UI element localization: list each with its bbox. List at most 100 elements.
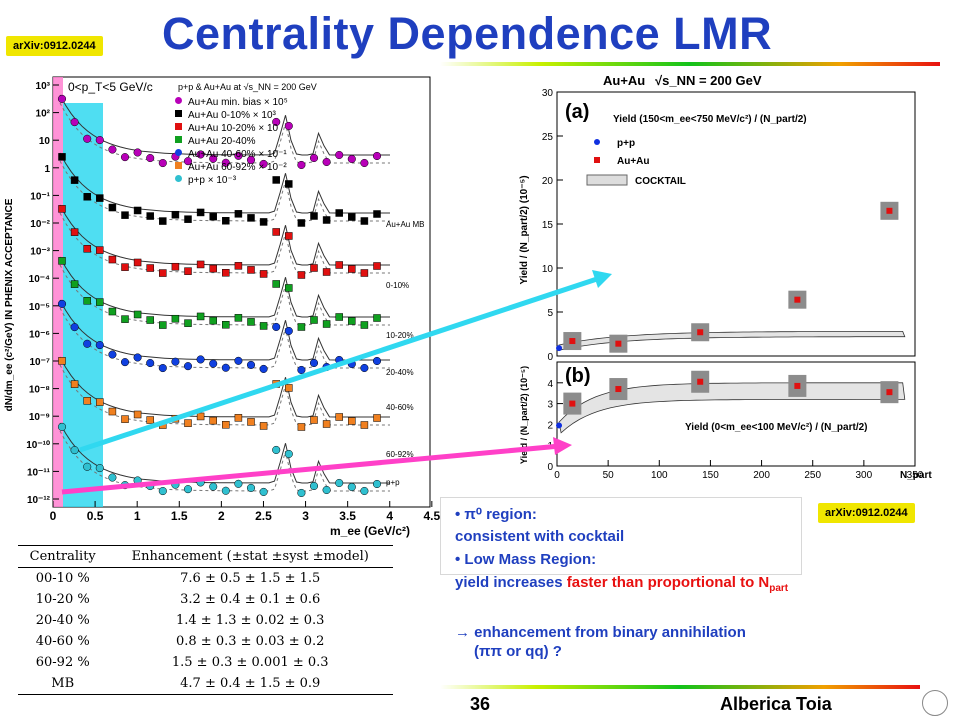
data-point — [183, 157, 193, 166]
data-point — [58, 153, 66, 161]
arxiv-tag-left: arXiv:0912.0244 — [6, 36, 103, 56]
left-curve-label: 10-20% — [386, 331, 414, 340]
data-point — [348, 417, 356, 425]
data-point — [347, 482, 356, 492]
data-point — [221, 158, 230, 167]
data-point — [322, 420, 331, 428]
left-y-tick-label: 10⁻³ — [30, 247, 50, 258]
bullet-2-text: yield increases faster than proportional… — [455, 574, 789, 594]
data-point — [322, 216, 331, 224]
data-point — [246, 360, 256, 369]
data-point — [133, 206, 142, 215]
left-x-tick-label: 4 — [386, 509, 393, 523]
left-curve-label: Au+Au MB — [386, 220, 424, 229]
legend-auau-label: Au+Au — [617, 156, 650, 167]
panel-b-y-tick-label: 2 — [547, 420, 553, 431]
data-point — [108, 350, 117, 359]
data-point — [284, 326, 293, 336]
conclusion-line-1: → enhancement from binary annihilation — [455, 624, 746, 641]
data-point — [196, 260, 205, 269]
data-point — [121, 415, 129, 423]
left-curve-label: 20-40% — [386, 368, 414, 377]
pp-point — [556, 345, 563, 352]
data-point — [108, 473, 117, 482]
data-point — [159, 269, 167, 277]
data-point — [360, 421, 369, 429]
left-x-tick-label: 3 — [302, 509, 309, 523]
data-point — [209, 264, 217, 273]
data-point — [259, 364, 268, 373]
data-point — [373, 414, 381, 422]
left-x-tick-label: 3.5 — [339, 509, 356, 523]
data-point — [285, 180, 293, 188]
data-point — [310, 264, 318, 272]
panel-a-y-axis-label: Yield / (N_part/2) (10⁻⁵) — [519, 175, 530, 284]
left-y-tick-label: 10³ — [36, 81, 51, 92]
auau-point — [697, 378, 704, 385]
data-point — [272, 176, 280, 184]
data-point — [259, 218, 268, 226]
left-legend-label: Au+Au 0-10% × 10³ — [188, 110, 277, 121]
x-tick-label: 150 — [702, 470, 719, 480]
data-point — [133, 310, 142, 319]
data-point — [57, 422, 67, 431]
data-point — [234, 314, 243, 322]
data-point — [297, 160, 306, 170]
data-point — [373, 210, 381, 218]
data-point — [247, 266, 255, 274]
left-curve-label: 0-10% — [386, 281, 409, 290]
left-y-tick-label: 10⁻⁸ — [29, 385, 50, 396]
data-point — [83, 245, 91, 253]
data-point — [335, 413, 343, 421]
data-point — [196, 412, 205, 421]
table-cell-enhancement: 1.4 ± 1.3 ± 0.02 ± 0.3 — [176, 613, 325, 628]
left-legend-label: Au+Au 60-92% × 10⁻² — [188, 162, 287, 173]
data-point — [247, 418, 255, 426]
data-point — [259, 422, 268, 430]
left-x-tick-label: 1 — [134, 509, 141, 523]
data-point — [70, 280, 79, 288]
data-point — [70, 446, 79, 455]
table-row: 00-10 % 7.6 ± 0.5 ± 1.5 ± 1.5 — [18, 568, 393, 590]
data-point — [58, 257, 66, 265]
table-cell-centrality: 20-40 % — [35, 613, 90, 628]
panel-a-y-tick-label: 25 — [542, 132, 554, 143]
left-y-axis-label: dN/dm_ee (c²/GeV) IN PHENIX ACCEPTANCE — [4, 198, 15, 411]
data-point — [184, 419, 192, 427]
data-point — [158, 487, 167, 496]
table-row: MB 4.7 ± 0.4 ± 1.5 ± 0.9 — [18, 673, 393, 695]
bullet-2-label: • Low Mass Region: — [455, 551, 597, 568]
data-point — [373, 262, 381, 270]
table-cell-enhancement: 1.5 ± 0.3 ± 0.001 ± 0.3 — [171, 655, 329, 670]
arxiv-tag-right: arXiv:0912.0244 — [818, 503, 915, 523]
enhancement-table: Centrality Enhancement (±stat ±syst ±mod… — [18, 545, 393, 695]
data-point — [372, 356, 382, 366]
panel-a-frame — [556, 91, 916, 357]
left-curve-label: p+p — [386, 478, 400, 487]
data-point — [83, 193, 91, 201]
left-legend: Au+Au min. bias × 10⁵ Au+Au 0-10% × 10³ Au… — [175, 97, 288, 186]
data-point — [196, 312, 205, 321]
data-point — [70, 323, 79, 332]
table-cell-enhancement: 4.7 ± 0.4 ± 1.5 ± 0.9 — [107, 673, 393, 695]
data-point — [322, 485, 331, 495]
panel-b-y-tick-label: 4 — [547, 379, 553, 390]
left-x-tick-label: 0.5 — [87, 509, 104, 523]
data-point — [95, 341, 104, 350]
panel-a-y-tick-label: 15 — [542, 220, 554, 231]
data-point — [57, 299, 67, 308]
data-point — [96, 246, 104, 254]
table-row: 60-92 % 1.5 ± 0.3 ± 0.001 ± 0.3 — [18, 652, 393, 673]
data-point — [146, 212, 154, 220]
auau-point — [615, 340, 622, 347]
table-row: 40-60 % 0.8 ± 0.3 ± 0.03 ± 0.2 — [18, 631, 393, 652]
data-point — [272, 280, 280, 288]
data-point — [272, 322, 281, 332]
data-point — [335, 150, 344, 160]
data-point — [259, 270, 268, 278]
data-point — [284, 449, 293, 459]
data-point — [146, 264, 154, 272]
data-point — [171, 314, 180, 323]
data-point — [57, 94, 67, 103]
